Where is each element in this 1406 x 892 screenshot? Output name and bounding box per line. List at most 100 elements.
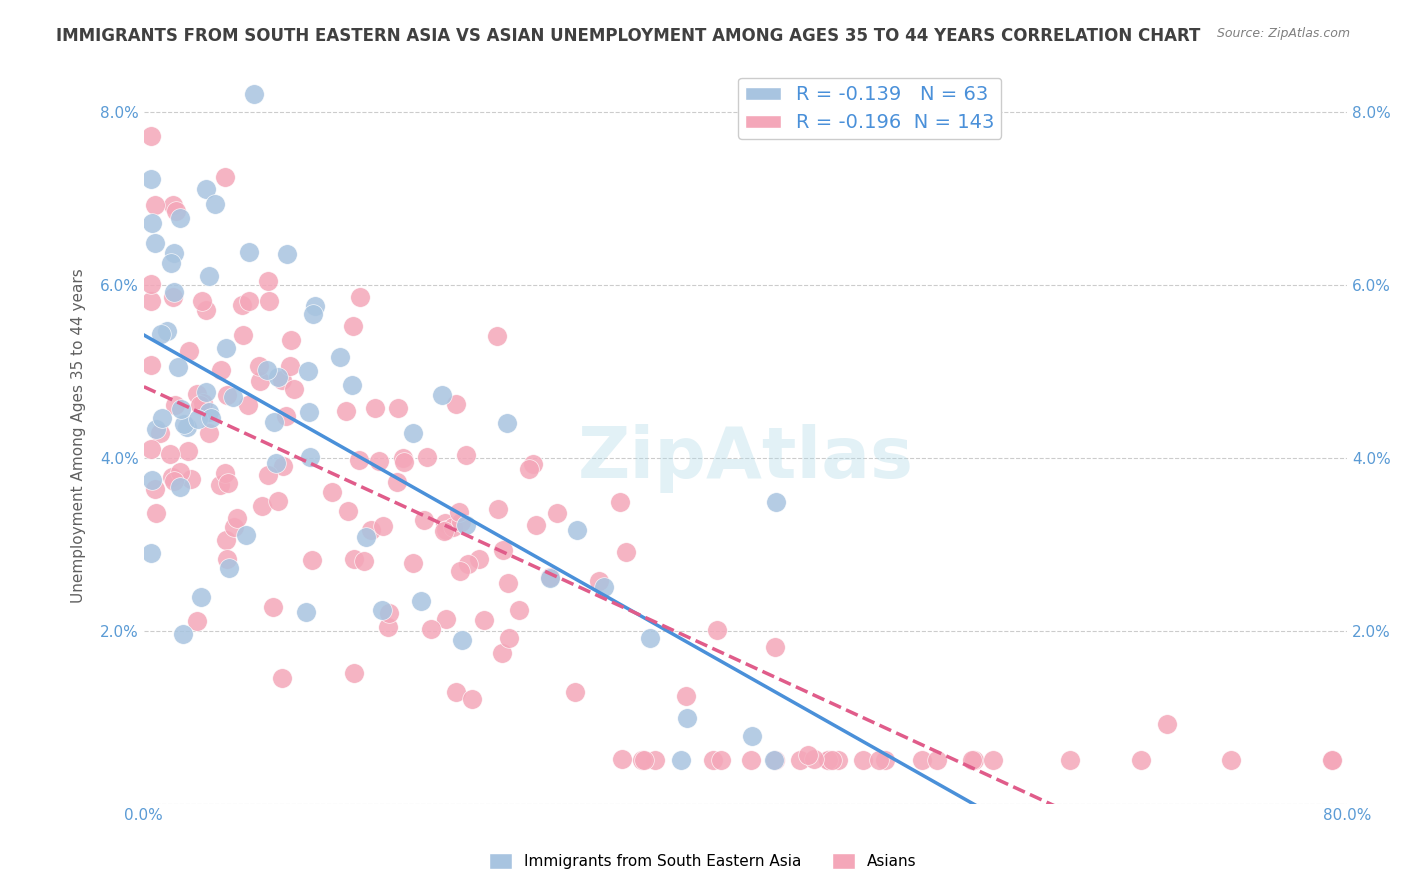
Point [434, 523, 457, 537]
Point [163, 399, 186, 413]
Point [283, 382, 305, 396]
Point [633, 753, 655, 767]
Point [266, 456, 288, 470]
Point [538, 571, 561, 585]
Point [195, 181, 218, 195]
Point [214, 467, 236, 481]
Point [141, 294, 163, 309]
Point [925, 753, 948, 767]
Point [141, 358, 163, 372]
Point [238, 244, 260, 259]
Point [387, 401, 409, 415]
Point [456, 449, 478, 463]
Point [267, 494, 290, 508]
Point [441, 519, 464, 533]
Point [631, 753, 654, 767]
Text: Source: ZipAtlas.com: Source: ZipAtlas.com [1216, 27, 1350, 40]
Point [336, 504, 359, 518]
Point [492, 543, 515, 558]
Point [187, 412, 209, 426]
Point [280, 333, 302, 347]
Point [298, 405, 321, 419]
Point [257, 468, 280, 483]
Point [186, 387, 208, 401]
Point [522, 458, 544, 472]
Text: IMMIGRANTS FROM SOUTH EASTERN ASIA VS ASIAN UNEMPLOYMENT AMONG AGES 35 TO 44 YEA: IMMIGRANTS FROM SOUTH EASTERN ASIA VS AS… [56, 27, 1201, 45]
Point [141, 546, 163, 560]
Point [1322, 753, 1344, 767]
Point [460, 691, 482, 706]
Point [851, 753, 873, 767]
Point [451, 632, 474, 647]
Point [349, 453, 371, 467]
Point [321, 484, 343, 499]
Point [797, 747, 820, 762]
Point [238, 294, 260, 309]
Point [508, 603, 530, 617]
Point [567, 524, 589, 538]
Point [169, 480, 191, 494]
Point [609, 494, 631, 508]
Point [145, 422, 167, 436]
Point [235, 528, 257, 542]
Point [450, 515, 472, 529]
Point [217, 388, 239, 402]
Point [373, 519, 395, 533]
Point [519, 462, 541, 476]
Point [198, 426, 221, 441]
Point [368, 454, 391, 468]
Point [960, 753, 983, 767]
Point [416, 450, 439, 464]
Point [214, 170, 236, 185]
Point [149, 426, 172, 441]
Point [188, 398, 211, 412]
Point [141, 128, 163, 143]
Point [274, 409, 297, 424]
Point [162, 475, 184, 489]
Point [827, 753, 849, 767]
Point [329, 350, 352, 364]
Point [564, 685, 586, 699]
Point [162, 197, 184, 211]
Point [198, 268, 221, 283]
Point [433, 524, 456, 538]
Point [231, 298, 253, 312]
Point [1156, 717, 1178, 731]
Point [149, 326, 172, 341]
Point [204, 197, 226, 211]
Point [249, 375, 271, 389]
Point [349, 290, 371, 304]
Point [911, 753, 934, 767]
Point [195, 385, 218, 400]
Point [449, 564, 471, 578]
Point [873, 753, 896, 767]
Point [702, 753, 724, 767]
Point [141, 442, 163, 456]
Point [353, 554, 375, 568]
Point [238, 398, 260, 412]
Point [675, 689, 697, 703]
Point [413, 513, 436, 527]
Point [1219, 753, 1241, 767]
Point [491, 646, 513, 660]
Point [301, 553, 323, 567]
Point [160, 256, 183, 270]
Point [343, 666, 366, 681]
Point [271, 458, 294, 473]
Point [215, 533, 238, 547]
Y-axis label: Unemployment Among Ages 35 to 44 years: Unemployment Among Ages 35 to 44 years [72, 268, 86, 604]
Point [456, 518, 478, 533]
Point [194, 302, 217, 317]
Point [270, 373, 292, 387]
Point [763, 753, 786, 767]
Point [191, 395, 214, 409]
Point [377, 619, 399, 633]
Point [411, 594, 433, 608]
Point [444, 685, 467, 699]
Point [252, 499, 274, 513]
Point [740, 753, 762, 767]
Point [474, 613, 496, 627]
Point [963, 753, 986, 767]
Point [817, 753, 839, 767]
Point [301, 307, 323, 321]
